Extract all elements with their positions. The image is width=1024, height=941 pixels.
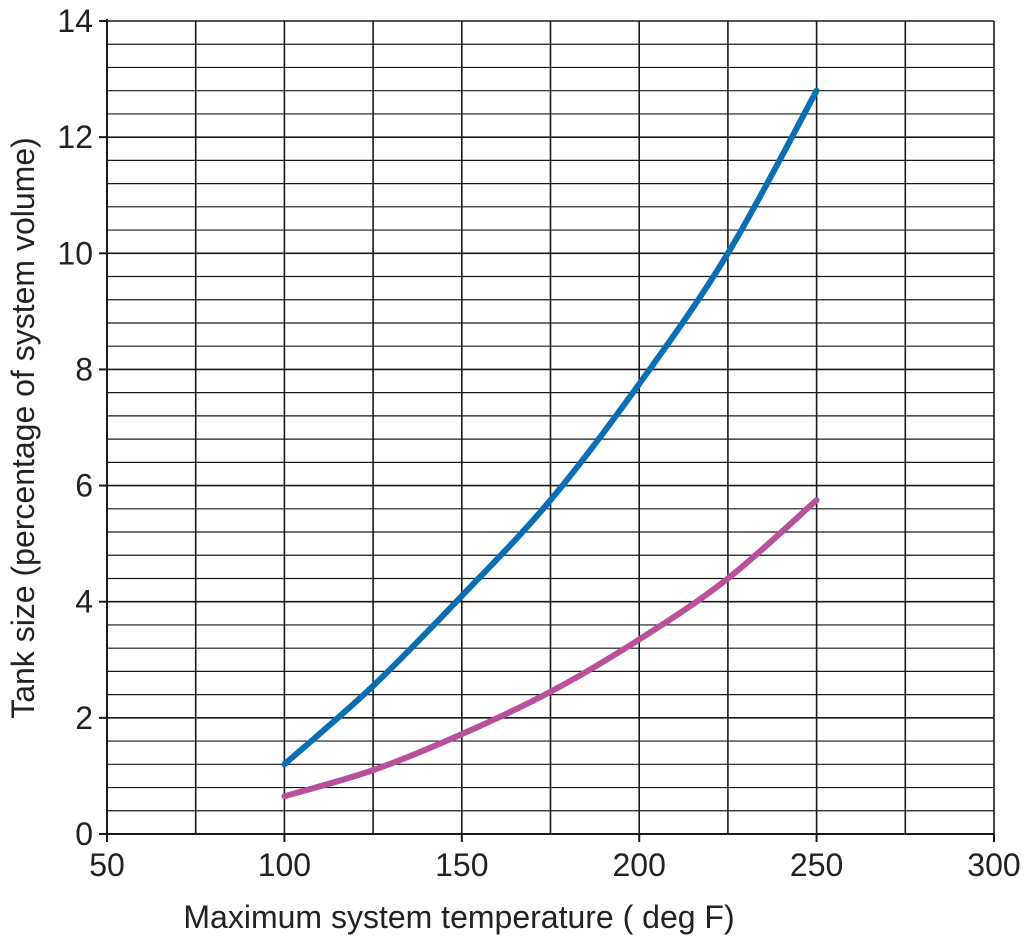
y-tick-label: 14 xyxy=(57,3,93,39)
y-tick-labels: 0 2 4 6 8 10 12 14 xyxy=(57,3,93,852)
y-tick-label: 4 xyxy=(75,584,93,620)
x-tick-label: 250 xyxy=(790,847,843,883)
x-tick-label: 200 xyxy=(613,847,666,883)
x-tick-label: 50 xyxy=(89,847,125,883)
series-line-magenta xyxy=(281,497,820,800)
series-line-blue xyxy=(281,87,820,768)
series-lines xyxy=(281,87,820,800)
x-tick-labels: 50 100 150 200 250 300 xyxy=(89,847,1020,883)
y-tick-label: 10 xyxy=(57,235,93,271)
y-tick-label: 6 xyxy=(75,468,93,504)
axes xyxy=(99,19,995,842)
x-tick-label: 100 xyxy=(258,847,311,883)
y-tick-label: 8 xyxy=(75,351,93,387)
y-axis-title: Tank size (percentage of system volume) xyxy=(5,137,41,719)
y-tick-label: 0 xyxy=(75,816,93,852)
y-tick-label: 2 xyxy=(75,700,93,736)
x-tick-label: 300 xyxy=(967,847,1020,883)
y-tick-label: 12 xyxy=(57,119,93,155)
grid xyxy=(106,20,995,835)
x-axis-title: Maximum system temperature ( deg F) xyxy=(183,899,734,935)
x-tick-label: 150 xyxy=(435,847,488,883)
